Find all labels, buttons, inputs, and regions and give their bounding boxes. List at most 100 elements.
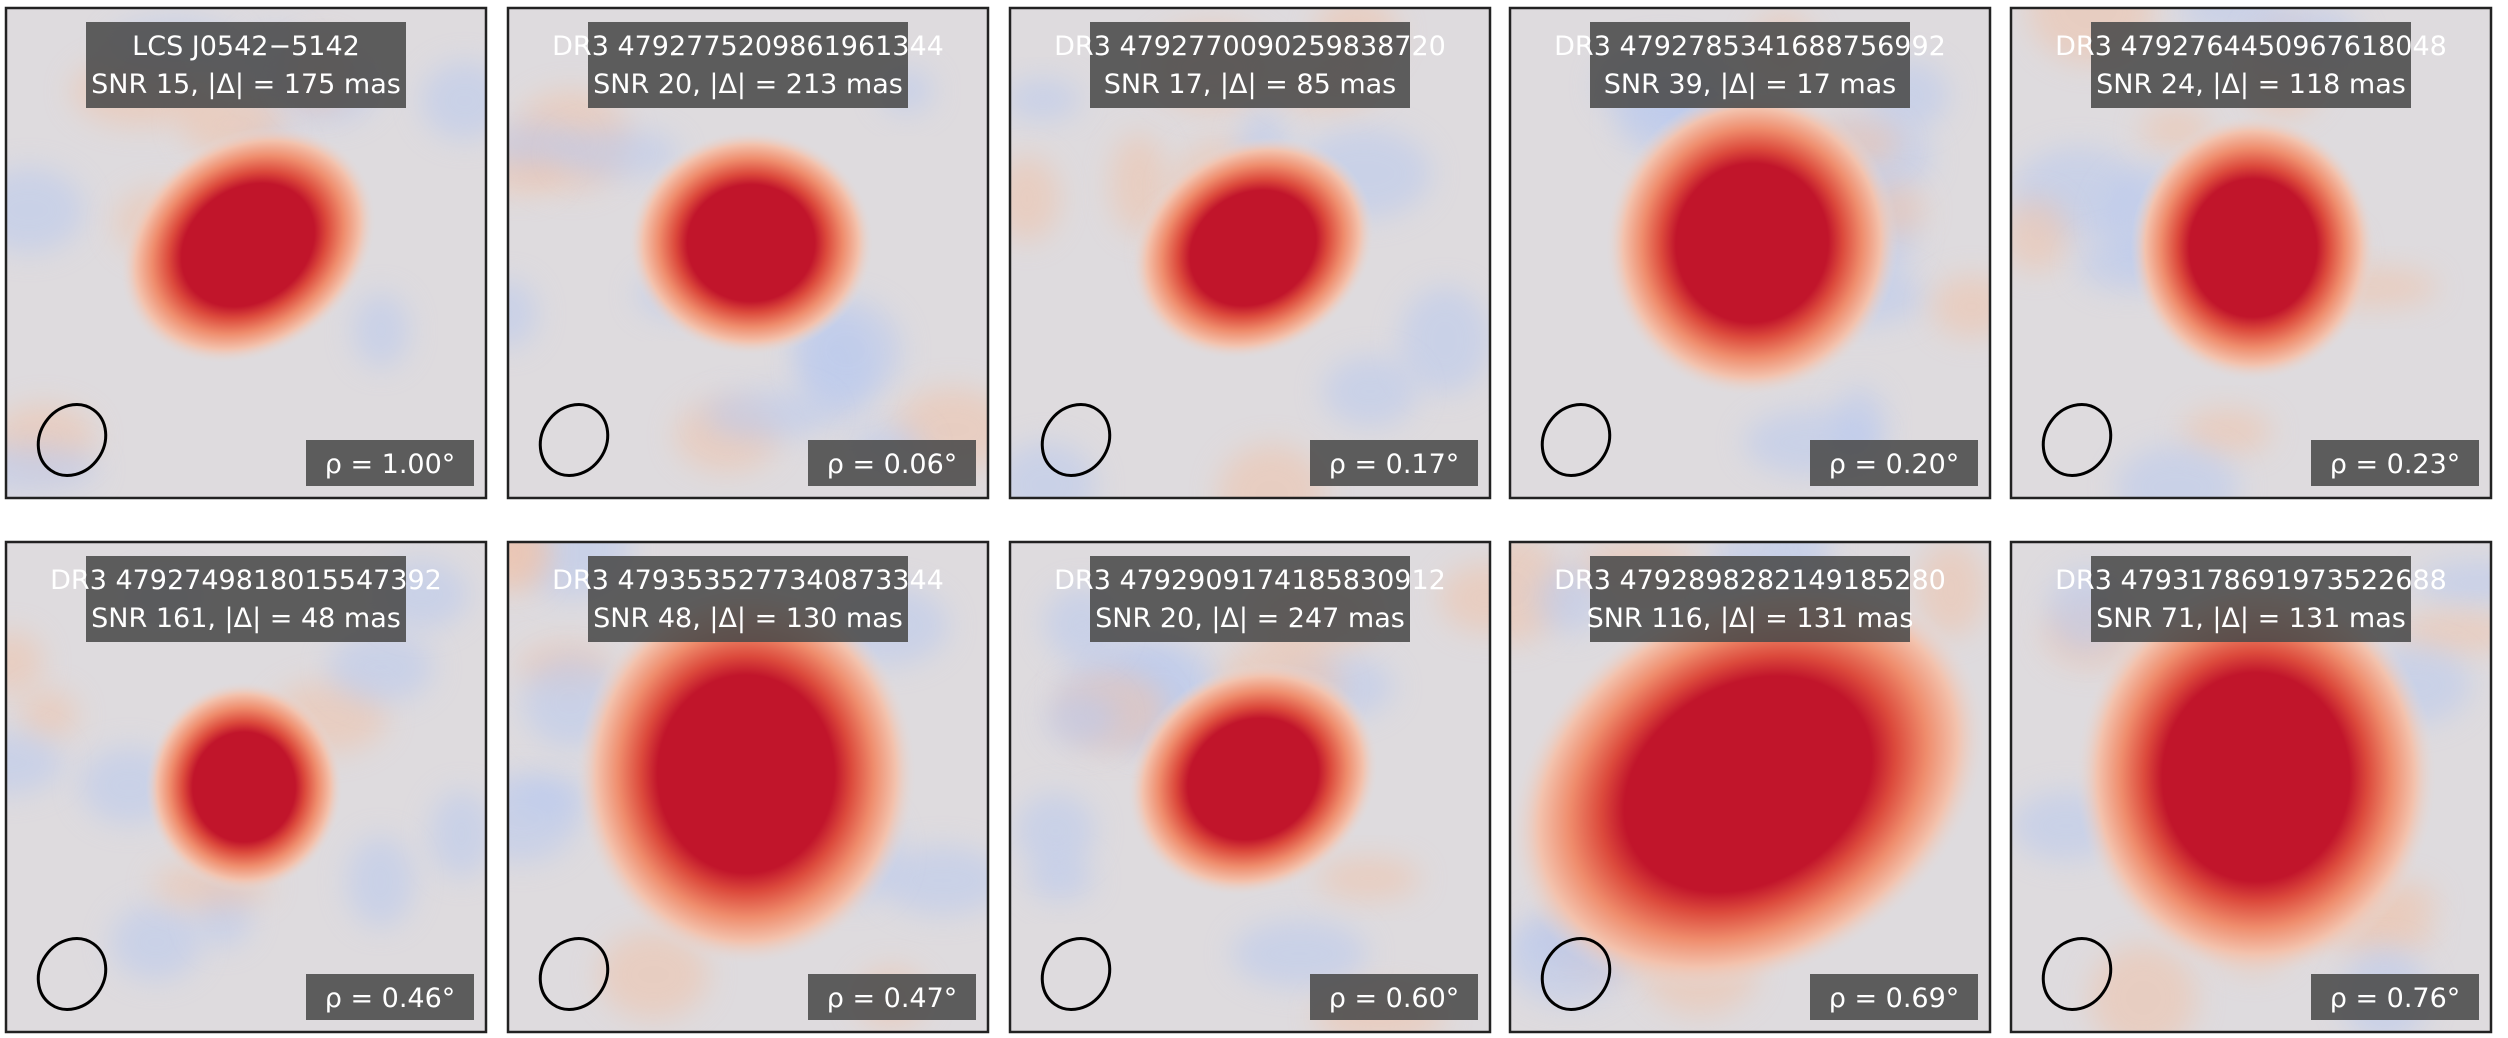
beam <box>2041 403 2113 477</box>
panel: DR3 4792764450967618048 SNR 24, |Δ| = 118… <box>2009 6 2493 500</box>
noise <box>508 279 538 348</box>
source-name: DR3 4792764450967618048 <box>2055 31 2447 62</box>
beam <box>36 403 108 477</box>
beam <box>538 937 610 1011</box>
noise <box>2398 611 2491 654</box>
source <box>628 130 874 356</box>
noise <box>2115 445 2240 498</box>
noise <box>346 836 415 928</box>
noise <box>508 773 579 863</box>
rho-label: ρ = 0.46° <box>325 983 456 1014</box>
rho-label: ρ = 0.60° <box>1329 983 1460 1014</box>
rho-label: ρ = 0.76° <box>2330 983 2461 1014</box>
noise <box>430 790 486 878</box>
noise <box>6 630 43 694</box>
title-box <box>2091 22 2411 108</box>
source-stats: SNR 39, |Δ| = 17 mas <box>1604 69 1897 100</box>
source <box>2130 115 2376 381</box>
source-stats: SNR 161, |Δ| = 48 mas <box>91 603 401 634</box>
noise <box>1010 155 1061 242</box>
rho-label: ρ = 0.06° <box>827 449 958 480</box>
beam <box>2041 937 2113 1011</box>
source-stats: SNR 71, |Δ| = 131 mas <box>2096 603 2406 634</box>
beam <box>538 403 610 477</box>
panel-frame <box>1508 540 1992 1034</box>
beam <box>1540 937 1612 1011</box>
rho-box <box>306 974 474 1020</box>
noise <box>878 846 988 916</box>
source-name: DR3 4792749818015547392 <box>50 565 442 596</box>
title-box <box>86 556 406 642</box>
source <box>576 583 916 965</box>
source-stats: SNR 17, |Δ| = 85 mas <box>1104 69 1397 100</box>
noise <box>110 904 202 981</box>
noise <box>20 689 78 740</box>
rho-box <box>2311 974 2479 1020</box>
rho-box <box>808 440 976 486</box>
rho-box <box>306 440 474 486</box>
rho-label: ρ = 0.47° <box>827 983 958 1014</box>
rho-label: ρ = 0.23° <box>2330 449 2461 480</box>
beam <box>36 937 108 1011</box>
panel-frame <box>4 6 488 500</box>
noise <box>6 731 64 794</box>
title-box <box>1590 22 1910 108</box>
panel-frame <box>1008 540 1492 1034</box>
source-name: DR3 4792775209861961344 <box>552 31 944 62</box>
noise <box>1027 856 1094 902</box>
noise <box>2011 197 2069 272</box>
title-box <box>1590 556 1910 642</box>
panel-frame <box>4 540 488 1034</box>
source <box>1605 90 1899 396</box>
title-box <box>2091 556 2411 642</box>
rho-label: ρ = 0.69° <box>1829 983 1960 1014</box>
source-stats: SNR 116, |Δ| = 131 mas <box>1587 603 1914 634</box>
noise <box>1399 286 1490 395</box>
panel-frame <box>2009 540 2493 1034</box>
source-stats: SNR 24, |Δ| = 118 mas <box>2096 69 2406 100</box>
noise <box>1931 274 1990 339</box>
noise <box>1916 542 1986 638</box>
beam <box>1040 937 1112 1011</box>
source-name: LCS J0542−5142 <box>132 31 360 62</box>
source <box>2075 576 2437 978</box>
noise <box>1536 565 1603 634</box>
panel: LCS J0542−5142 SNR 15, |Δ| = 175 mas ρ = 1… <box>4 6 488 500</box>
beam <box>1040 403 1112 477</box>
panel: DR3 4792775209861961344 SNR 20, |Δ| = 213… <box>506 6 990 500</box>
noise <box>6 443 99 493</box>
source <box>1127 662 1379 896</box>
rho-box <box>2311 440 2479 486</box>
noise <box>328 632 434 703</box>
panel: DR3 4793535277340873344 SNR 48, |Δ| = 130… <box>506 540 990 1034</box>
panel: DR3 4792898282149185280 SNR 116, |Δ| = 13… <box>1508 540 1992 1034</box>
noise <box>557 128 680 178</box>
noise <box>420 61 486 140</box>
source <box>120 126 376 364</box>
noise <box>1316 856 1421 900</box>
title-box <box>1090 556 1410 642</box>
title-box <box>588 22 908 108</box>
source <box>1510 576 1986 992</box>
source-name: DR3 4792785341688756992 <box>1554 31 1946 62</box>
title-box <box>588 556 908 642</box>
panel: DR3 4792749818015547392 SNR 161, |Δ| = 48… <box>4 540 488 1034</box>
noise <box>1015 793 1096 869</box>
noise <box>1045 690 1118 748</box>
noise <box>1322 355 1418 427</box>
source-name: DR3 4793535277340873344 <box>552 565 944 596</box>
noise <box>1010 78 1082 121</box>
source-name: DR3 4792909174185830912 <box>1054 565 1446 596</box>
rho-box <box>1310 974 1478 1020</box>
noise <box>702 389 829 441</box>
title-box <box>86 22 406 108</box>
panel: DR3 4792785341688756992 SNR 39, |Δ| = 17 … <box>1508 6 1992 500</box>
source-stats: SNR 48, |Δ| = 130 mas <box>593 603 903 634</box>
rho-box <box>808 974 976 1020</box>
source-name: DR3 4792770090259838720 <box>1054 31 1446 62</box>
noise <box>1439 562 1490 634</box>
rho-box <box>1310 440 1478 486</box>
panel-frame <box>2009 6 2493 500</box>
